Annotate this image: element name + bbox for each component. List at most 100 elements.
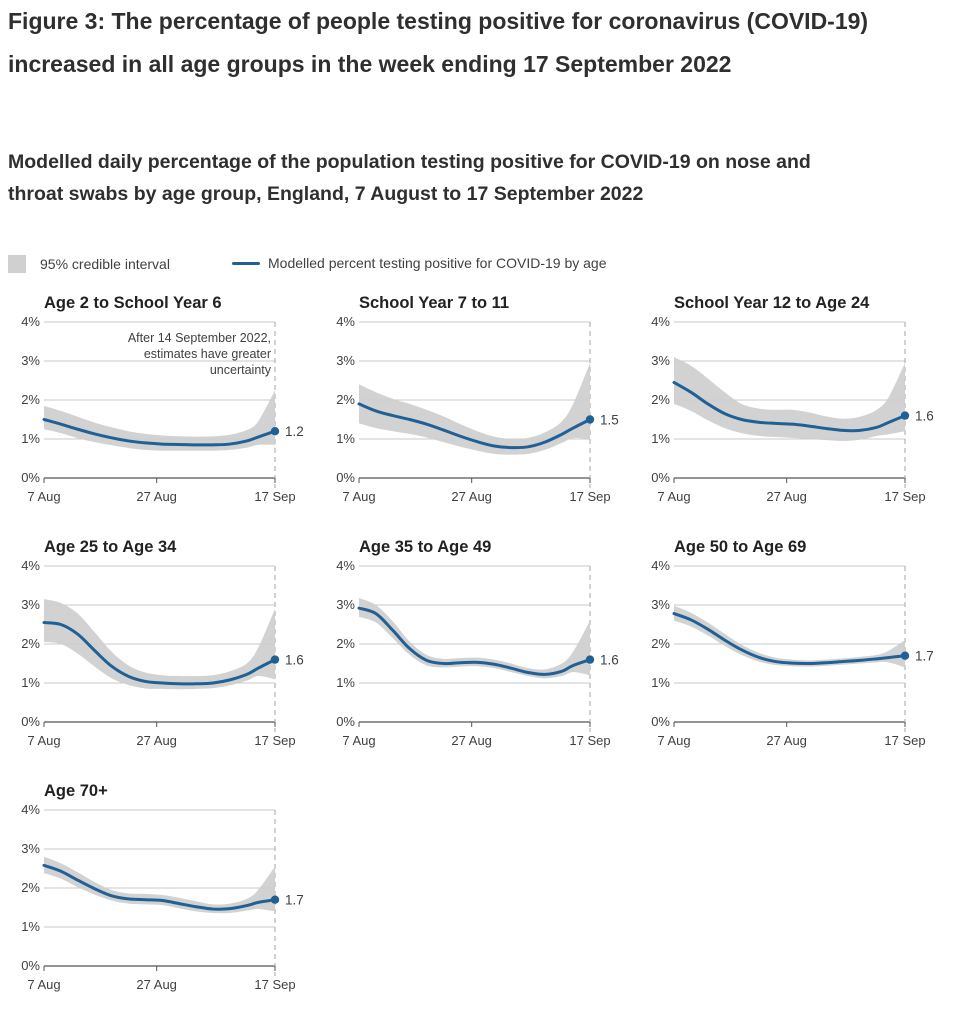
y-tick-label: 4% [21, 802, 40, 817]
credible-interval-band [44, 599, 275, 690]
x-tick-label: 17 Sep [884, 489, 925, 504]
end-value-label: 1.7 [285, 893, 304, 908]
panel-1: Age 2 to School Year 6 0% 1% 2% 3% 4% 1.2 7 Aug… [21, 294, 304, 504]
end-point-marker [585, 655, 595, 664]
credible-interval-band [44, 856, 275, 914]
x-tick-label: 17 Sep [254, 733, 295, 748]
y-tick-label: 2% [651, 636, 670, 651]
y-tick-label: 4% [651, 314, 670, 329]
y-tick-label: 1% [21, 919, 40, 934]
end-point-marker [900, 651, 910, 660]
x-tick-label: 27 Aug [136, 489, 177, 504]
y-tick-label: 4% [651, 558, 670, 573]
legend-ci-label: 95% credible interval [40, 256, 170, 272]
panel-title: Age 50 to Age 69 [674, 538, 806, 556]
end-value-label: 1.7 [915, 649, 934, 664]
panel-title: Age 70+ [44, 782, 108, 800]
legend-item-ci: 95% credible interval [8, 255, 170, 273]
end-value-label: 1.5 [600, 413, 619, 428]
y-tick-label: 3% [651, 353, 670, 368]
end-point-marker [270, 655, 280, 664]
panel-title: Age 35 to Age 49 [359, 538, 491, 556]
x-tick-label: 7 Aug [342, 489, 375, 504]
figure-title: Figure 3: The percentage of people testi… [8, 8, 869, 77]
uncertainty-annotation: uncertainty [210, 363, 272, 377]
x-tick-label: 7 Aug [657, 489, 690, 504]
x-tick-label: 27 Aug [451, 489, 492, 504]
end-point-marker [270, 895, 280, 904]
y-tick-label: 0% [21, 958, 40, 973]
x-tick-label: 7 Aug [27, 977, 60, 992]
panel-2: School Year 7 to 11 0% 1% 2% 3% 4% 1.5 7 Aug 27 … [336, 294, 619, 504]
end-point-marker [270, 427, 280, 436]
y-tick-label: 2% [336, 636, 355, 651]
x-tick-label: 17 Sep [884, 733, 925, 748]
y-tick-label: 0% [21, 714, 40, 729]
x-tick-label: 27 Aug [766, 733, 807, 748]
y-tick-label: 0% [21, 470, 40, 485]
y-tick-label: 3% [336, 353, 355, 368]
y-tick-label: 0% [651, 714, 670, 729]
y-tick-label: 3% [21, 841, 40, 856]
panel-3: School Year 12 to Age 24 0% 1% 2% 3% 4% 1.6 7 A… [651, 294, 934, 504]
x-tick-label: 7 Aug [27, 489, 60, 504]
panel-title: Age 25 to Age 34 [44, 538, 177, 556]
x-tick-label: 17 Sep [569, 733, 610, 748]
y-tick-label: 2% [651, 392, 670, 407]
x-tick-label: 7 Aug [657, 733, 690, 748]
credible-interval-band [674, 357, 905, 441]
y-tick-label: 1% [651, 431, 670, 446]
x-tick-label: 27 Aug [766, 489, 807, 504]
y-tick-label: 1% [336, 675, 355, 690]
series-line [42, 418, 277, 447]
panel-title: Age 2 to School Year 6 [44, 294, 222, 312]
legend-ci-swatch [8, 255, 26, 273]
x-tick-label: 27 Aug [136, 733, 177, 748]
y-tick-label: 1% [651, 675, 670, 690]
x-tick-label: 17 Sep [254, 977, 295, 992]
end-value-label: 1.2 [285, 424, 304, 439]
legend-item-line: Modelled percent testing positive for CO… [232, 255, 607, 271]
y-tick-label: 3% [651, 597, 670, 612]
end-point-marker [900, 411, 910, 420]
end-value-label: 1.6 [285, 653, 304, 668]
series-line [357, 402, 592, 450]
panel-title: School Year 7 to 11 [359, 294, 509, 312]
y-tick-label: 2% [21, 880, 40, 895]
x-tick-label: 17 Sep [569, 489, 610, 504]
legend-line-label: Modelled percent testing positive for CO… [268, 255, 607, 271]
y-tick-label: 1% [336, 431, 355, 446]
x-tick-label: 27 Aug [136, 977, 177, 992]
end-value-label: 1.6 [600, 653, 619, 668]
panel-7: Age 70+ 0% 1% 2% 3% 4% 1.7 7 Aug 27 Aug 17 Sep [21, 782, 304, 992]
y-tick-label: 2% [21, 636, 40, 651]
series-line [672, 612, 907, 666]
end-point-marker [585, 415, 595, 424]
uncertainty-annotation: estimates have greater [144, 347, 271, 361]
x-tick-label: 7 Aug [342, 733, 375, 748]
panel-4: Age 25 to Age 34 0% 1% 2% 3% 4% 1.6 7 Aug 27 Aug… [21, 538, 304, 748]
y-tick-label: 4% [21, 558, 40, 573]
series-line [672, 380, 907, 433]
y-tick-label: 4% [336, 558, 355, 573]
y-tick-label: 2% [21, 392, 40, 407]
y-tick-label: 0% [336, 714, 355, 729]
y-tick-label: 4% [336, 314, 355, 329]
y-tick-label: 4% [21, 314, 40, 329]
panel-6: Age 50 to Age 69 0% 1% 2% 3% 4% 1.7 7 Aug 27 Aug… [651, 538, 934, 748]
figure-subtitle: Modelled daily percentage of the populat… [8, 151, 811, 205]
x-tick-label: 7 Aug [27, 733, 60, 748]
uncertainty-annotation: After 14 September 2022, [128, 331, 271, 345]
series-line [42, 621, 277, 686]
y-tick-label: 2% [336, 392, 355, 407]
y-tick-label: 1% [21, 431, 40, 446]
panel-title: School Year 12 to Age 24 [674, 294, 870, 312]
legend-line-swatch [232, 261, 260, 265]
credible-interval-band [359, 597, 590, 679]
series-line [42, 863, 277, 911]
y-tick-label: 0% [651, 470, 670, 485]
x-tick-label: 17 Sep [254, 489, 295, 504]
series-line [357, 606, 592, 676]
y-tick-label: 1% [21, 675, 40, 690]
